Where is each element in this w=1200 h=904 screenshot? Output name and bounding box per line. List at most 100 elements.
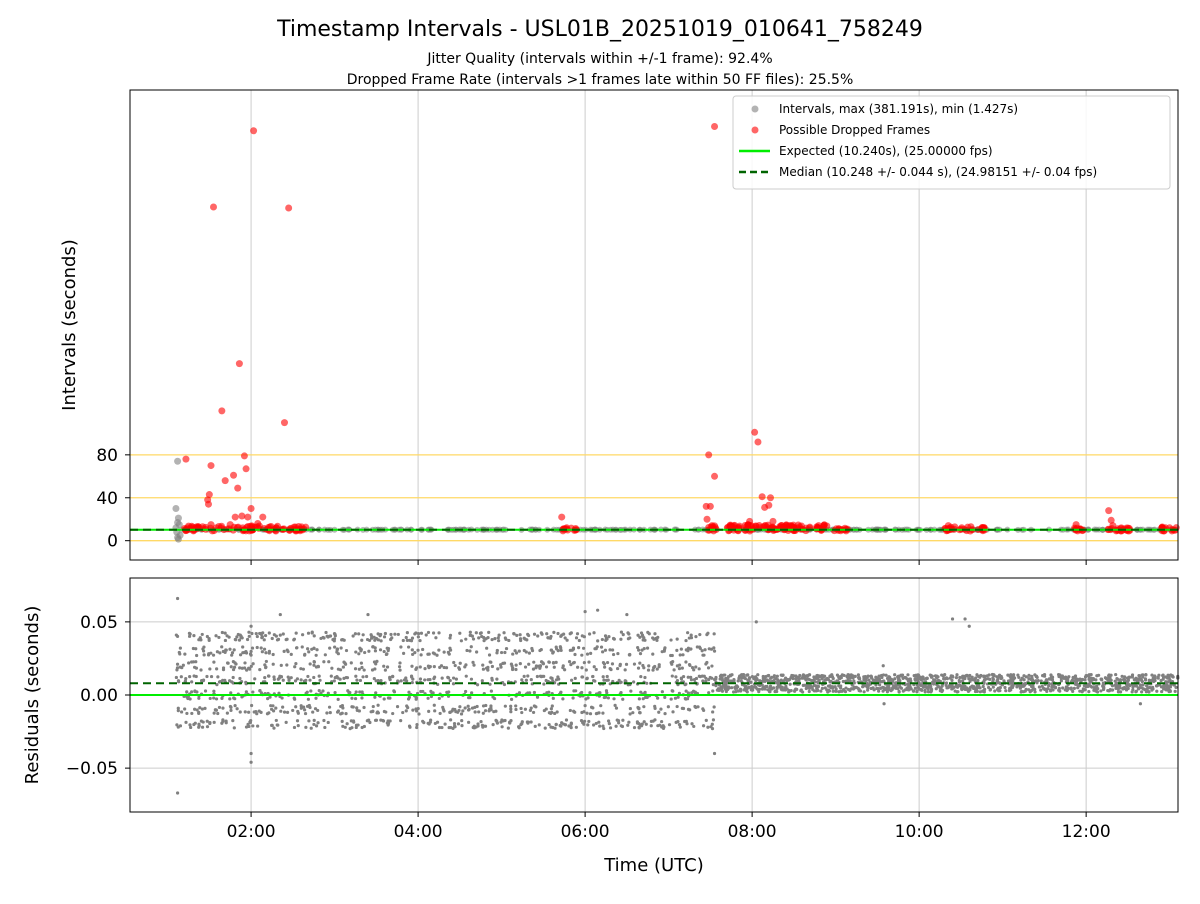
residual-point [477,636,481,640]
legend-box [732,95,1171,190]
residual-point [195,690,199,694]
residual-point [309,726,313,730]
residual-point [1061,686,1065,690]
residual-point [451,676,456,680]
residual-point [529,706,533,710]
residual-point [712,705,716,709]
residual-point [1126,686,1130,691]
residual-point [318,678,322,682]
residual-point [1003,685,1007,690]
residual-point [255,645,259,650]
residual-point [588,712,593,716]
residual-point [509,710,513,714]
residual-point [509,697,514,701]
residual-point [1024,687,1028,691]
residual-point [316,721,320,725]
residual-point [220,630,224,635]
residual-point [913,677,917,681]
residual-point [678,725,682,729]
residual-point [736,689,740,693]
residual-point [207,636,211,641]
residual-point [603,665,607,669]
residual-point [567,724,571,728]
residual-point [675,678,680,683]
residual-point [474,631,478,635]
residual-point [1128,683,1132,688]
residual-point [255,634,259,639]
dropped-frame-point [752,522,760,530]
residual-point [775,689,779,694]
residual-point [497,633,501,637]
residual-point [372,635,376,639]
residual-point [399,645,403,649]
residual-point [490,637,494,642]
residual-point [281,678,285,682]
residual-point [316,665,321,669]
residual-point [354,674,358,678]
residual-point [406,706,410,710]
residual-point [880,675,884,680]
x-tick-label: 10:00 [895,822,944,842]
residual-point [677,663,682,667]
residual-point [561,664,565,668]
residual-point [795,687,799,691]
residual-point [602,726,606,731]
residual-point [551,661,556,665]
residual-point [604,636,608,640]
residual-point [493,636,497,641]
residual-point [972,685,976,689]
residual-point [683,683,687,687]
residual-point [823,686,827,690]
residual-point [311,710,315,714]
residual-point [597,720,601,724]
residual-point [653,664,657,669]
residual-point [587,719,591,724]
residual-point [278,633,282,637]
residual-point [573,652,577,657]
residual-point [1144,673,1148,677]
residual-point [307,650,311,654]
dropped-frame-point [1109,522,1117,530]
residual-point [568,648,572,652]
dropped-frame-point [751,428,759,436]
residual-point [830,673,834,677]
residual-point [565,638,569,642]
residual-point [550,676,554,680]
residual-point [345,676,350,680]
residual-point [626,723,630,727]
residual-point [610,662,615,666]
dropped-frame-point [231,513,239,521]
residual-point [821,674,825,678]
residual-point [373,649,378,653]
residual-point [200,632,204,637]
residual-point [1138,702,1143,706]
bottom-y-tick-label: 0.00 [80,686,118,706]
residual-point [692,724,696,729]
residual-point [375,659,379,663]
residual-point [272,633,276,637]
residual-point [801,675,805,679]
residual-point [604,678,609,682]
residual-point [917,686,921,690]
residual-point [526,720,530,724]
interval-point [172,504,180,512]
residual-point [226,661,230,665]
residual-point [1009,675,1013,680]
residual-point [370,636,374,640]
residual-point [843,690,848,694]
residual-point [621,718,625,722]
residual-point [229,691,233,695]
residual-point [364,674,369,679]
residual-point [340,703,345,708]
residual-point [260,650,264,654]
residual-point [524,678,528,682]
residual-point [1128,675,1132,679]
residual-point [388,696,392,700]
residual-point [991,676,995,680]
residual-point [553,711,557,716]
residual-point [681,653,685,657]
residual-point [544,665,549,669]
residual-point [1027,676,1031,681]
residual-point [1118,690,1123,694]
residual-point [577,646,581,650]
